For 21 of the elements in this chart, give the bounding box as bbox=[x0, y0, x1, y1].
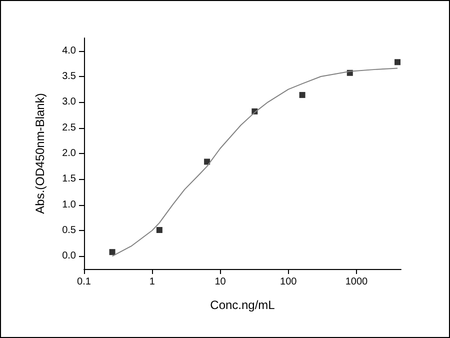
x-tick-label: 10 bbox=[214, 276, 226, 288]
y-tick-label: 1.5 bbox=[62, 174, 76, 185]
y-tick-label: 2.5 bbox=[62, 122, 76, 134]
y-tick-label: 1.0 bbox=[62, 199, 76, 210]
x-tick-label: 1 bbox=[149, 276, 156, 288]
point bbox=[156, 226, 162, 233]
x-tick-label: 0.1 bbox=[77, 276, 92, 288]
x-tick-label: 1000 bbox=[345, 276, 368, 288]
x-tick-label: 100 bbox=[280, 276, 298, 288]
y-tick-label: 4.0 bbox=[62, 45, 76, 56]
point bbox=[394, 59, 401, 66]
y-tick-label: 0.0 bbox=[62, 250, 76, 262]
x-axis-title: Conc.ng/mL bbox=[210, 298, 276, 312]
point bbox=[109, 249, 116, 256]
y-tick-label: 3.5 bbox=[62, 71, 76, 82]
point bbox=[204, 158, 210, 165]
y-tick-label: 3.0 bbox=[62, 96, 76, 108]
y-tick-label: 2.0 bbox=[62, 148, 76, 159]
y-axis-title: Abs.(OD450nm-Blank) bbox=[33, 93, 47, 214]
y-tick-label: 0.5 bbox=[62, 225, 76, 236]
point bbox=[299, 92, 306, 98]
